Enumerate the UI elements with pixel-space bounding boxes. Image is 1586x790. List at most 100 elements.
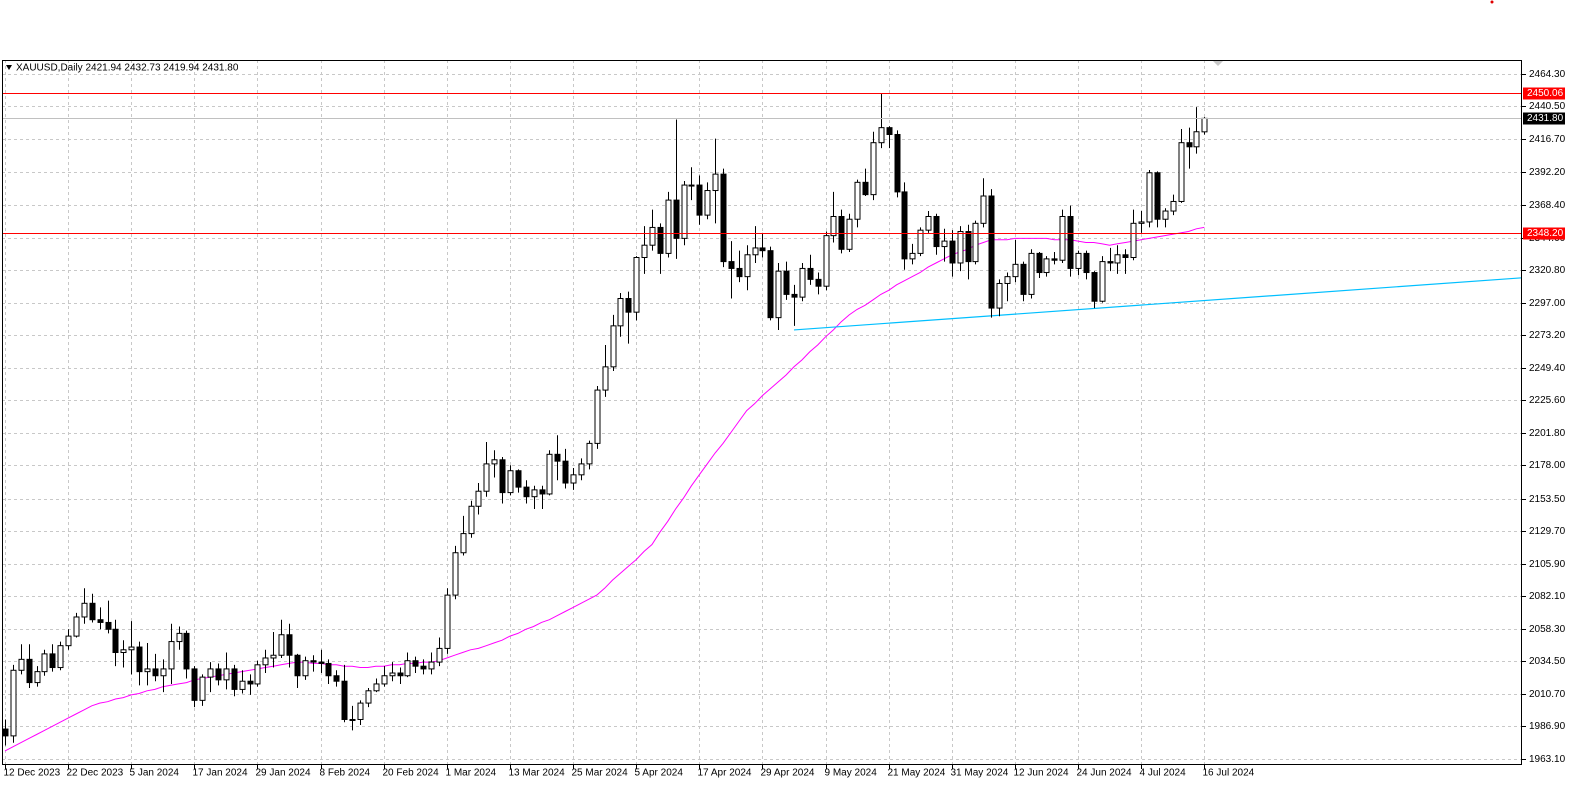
y-tick-label: 2320.80: [1529, 265, 1566, 276]
candle-body: [594, 389, 601, 444]
y-tick-label: 2105.90: [1529, 559, 1566, 570]
candle-body: [357, 702, 364, 720]
candle-body: [539, 489, 546, 495]
x-tick-label: 5 Apr 2024: [635, 768, 684, 779]
candle-body: [1138, 221, 1145, 224]
candle-body: [65, 635, 72, 647]
candle-body: [546, 453, 553, 495]
candle-body: [610, 325, 617, 368]
candle-body: [160, 668, 167, 677]
candle-body: [412, 660, 419, 667]
x-tick-label: 25 Mar 2024: [572, 768, 629, 779]
y-tick-label: 2129.70: [1529, 526, 1566, 537]
y-tick-label: 2464.30: [1529, 69, 1566, 80]
candle-body: [1099, 261, 1106, 302]
candle-body: [886, 127, 893, 135]
menu-triangle[interactable]: [6, 65, 12, 70]
candle-body: [980, 195, 987, 224]
candle-body: [988, 195, 995, 309]
candle-body: [562, 460, 569, 484]
candle-body: [286, 634, 293, 656]
candle-body: [397, 672, 404, 677]
x-tick-label: 17 Apr 2024: [698, 768, 752, 779]
candle-body: [325, 662, 332, 677]
y-tick-label: 2178.00: [1529, 460, 1566, 471]
candle-body: [909, 252, 916, 260]
candle-body: [389, 672, 396, 677]
candle-body: [1012, 263, 1019, 278]
candle-body: [617, 298, 624, 327]
candle-body: [1004, 276, 1011, 284]
candle-body: [870, 142, 877, 196]
plot-frame: [2, 60, 1522, 765]
candle-body: [523, 486, 530, 498]
candle-body: [231, 668, 238, 690]
candle-body: [349, 718, 356, 721]
candle-body: [128, 646, 135, 651]
candle-body: [310, 660, 317, 663]
y-tick-label: 1986.90: [1529, 721, 1566, 732]
level-label: 2348.20: [1527, 228, 1564, 239]
candle-body: [444, 594, 451, 649]
candle-body: [1154, 172, 1161, 220]
candle-body: [602, 366, 609, 391]
candle-body: [815, 278, 822, 287]
candle-body: [1186, 142, 1193, 148]
candle-body: [191, 668, 198, 701]
candle-body: [1075, 252, 1082, 269]
candle-body: [26, 658, 33, 684]
candle-body: [89, 602, 96, 621]
x-tick-label: 24 Jun 2024: [1077, 768, 1132, 779]
candle-body: [1067, 215, 1074, 269]
candle-body: [428, 661, 435, 670]
candle-body: [996, 282, 1003, 309]
candle-body: [57, 645, 64, 669]
candle-body: [799, 267, 806, 298]
candle-body: [972, 222, 979, 263]
candle-body: [105, 621, 112, 630]
x-tick-label: 21 May 2024: [888, 768, 946, 779]
level-label-bg: [1523, 227, 1565, 240]
candle-body: [696, 184, 703, 216]
candle-body: [1028, 252, 1035, 295]
candle-body: [199, 676, 206, 701]
candle-body: [1036, 252, 1043, 274]
candle-body: [1193, 131, 1200, 148]
candle-body: [1170, 200, 1177, 212]
x-tick-label: 29 Jan 2024: [256, 768, 311, 779]
candle-body: [420, 665, 427, 670]
candle-body: [333, 675, 340, 682]
x-tick-label: 1 Mar 2024: [446, 768, 497, 779]
candle-body: [2, 728, 9, 737]
candle-body: [1059, 215, 1066, 261]
candle-body: [475, 490, 482, 507]
candle-body: [807, 267, 814, 280]
candle-body: [917, 229, 924, 254]
candle-body: [1146, 172, 1153, 223]
chart-title: XAUUSD,Daily 2421.94 2432.73 2419.94 243…: [16, 63, 239, 74]
candle-body: [878, 127, 885, 144]
candle-body: [152, 668, 159, 677]
candle-body: [491, 459, 498, 465]
candle-body: [468, 505, 475, 535]
candle-body: [270, 654, 277, 659]
candle-body: [649, 226, 656, 246]
x-tick-label: 4 Jul 2024: [1140, 768, 1187, 779]
level-label-bg: [1523, 87, 1565, 100]
axis: 1963.10 1986.90 2010.70 2034.50 2058.30 2082.…: [4, 69, 1566, 779]
candle-body: [625, 298, 632, 313]
candle-body: [720, 173, 727, 263]
candle-body: [239, 680, 246, 690]
candle-body: [499, 459, 506, 494]
candle-body: [365, 690, 372, 704]
y-tick-label: 2058.30: [1529, 624, 1566, 635]
x-tick-label: 5 Jan 2024: [130, 768, 180, 779]
x-tick-label: 31 May 2024: [951, 768, 1009, 779]
candle-body: [744, 254, 751, 278]
y-tick-label: 2082.10: [1529, 591, 1566, 602]
candle-body: [294, 654, 301, 677]
candle-body: [933, 215, 940, 248]
candle-body: [254, 664, 261, 685]
